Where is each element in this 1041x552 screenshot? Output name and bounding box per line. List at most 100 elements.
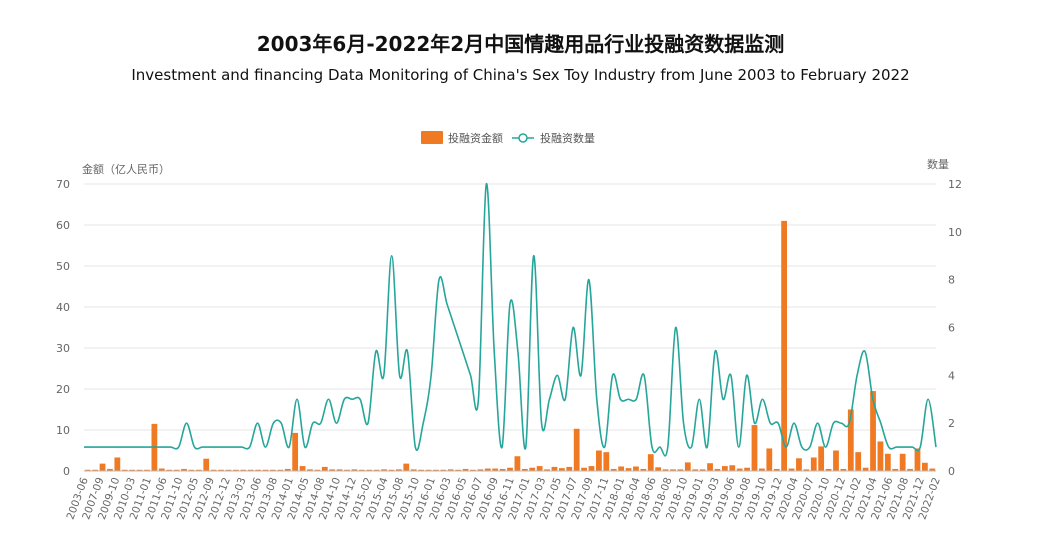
bar <box>225 469 232 471</box>
y-tick-left-label: 20 <box>56 383 70 396</box>
bar <box>262 469 269 471</box>
bar <box>507 467 513 471</box>
bar <box>218 469 224 471</box>
bar <box>855 452 862 471</box>
bar <box>603 452 610 471</box>
bar <box>929 468 936 471</box>
bar <box>803 469 810 471</box>
bar <box>862 467 869 471</box>
bar <box>477 469 484 471</box>
line-series <box>83 183 937 457</box>
bar <box>181 468 187 471</box>
bar <box>721 466 728 471</box>
bar <box>773 468 780 471</box>
bar <box>736 468 743 471</box>
bar <box>158 468 165 471</box>
bar <box>114 457 121 471</box>
bar <box>921 462 928 471</box>
bar <box>581 467 587 471</box>
y-tick-left-label: 60 <box>56 219 70 232</box>
bar <box>144 469 150 471</box>
bar <box>588 466 595 471</box>
chart-subtitle: Investment and financing Data Monitoring… <box>131 66 910 84</box>
bar <box>899 453 906 471</box>
bar <box>425 469 432 471</box>
bar <box>173 469 180 471</box>
bar <box>307 469 313 471</box>
bar <box>92 469 99 471</box>
bar <box>373 469 380 471</box>
bar <box>714 468 721 471</box>
bar <box>395 469 402 471</box>
y-tick-left-label: 50 <box>56 260 70 273</box>
bar <box>692 469 699 471</box>
bar <box>684 462 691 471</box>
bar <box>633 466 639 471</box>
bar <box>610 468 617 471</box>
bar <box>455 469 462 471</box>
chart-title: 2003年6月-2022年2月中国情趣用品行业投融资数据监测 <box>256 32 785 56</box>
bar <box>884 453 891 471</box>
bar <box>336 469 343 471</box>
y-tick-right-label: 0 <box>948 465 955 478</box>
bar <box>558 468 565 471</box>
bar <box>84 469 91 471</box>
bar <box>381 469 387 471</box>
legend-line-marker <box>518 133 528 143</box>
bar <box>647 454 654 471</box>
bar <box>240 469 247 471</box>
bar <box>107 468 113 471</box>
bar <box>662 469 669 471</box>
bar <box>210 469 217 471</box>
bar <box>544 469 550 471</box>
bar <box>188 469 195 471</box>
y-tick-left-label: 40 <box>56 301 70 314</box>
bar <box>825 468 832 471</box>
bar <box>255 469 261 471</box>
bar <box>492 468 499 471</box>
legend: 投融资金额 投融资数量 <box>421 131 595 145</box>
bar <box>707 463 713 471</box>
bar <box>270 469 276 471</box>
bar <box>403 463 410 471</box>
bar <box>914 448 921 471</box>
bar <box>566 466 573 471</box>
bar <box>670 469 676 471</box>
bar <box>536 466 543 471</box>
bar <box>136 469 143 471</box>
y-tick-right-label: 6 <box>948 322 955 335</box>
count-line <box>83 183 937 457</box>
bar <box>699 469 706 471</box>
y-tick-left-label: 0 <box>63 465 70 478</box>
bar <box>818 446 825 471</box>
bar <box>366 469 373 471</box>
bar <box>729 465 736 471</box>
bar <box>410 469 417 471</box>
bar <box>499 468 506 471</box>
y-tick-right-label: 10 <box>948 226 962 239</box>
bar <box>321 466 328 471</box>
y-tick-left-label: 70 <box>56 178 70 191</box>
y-tick-right-label: 4 <box>948 369 955 382</box>
bar <box>877 441 884 471</box>
bar-series <box>84 220 936 471</box>
bar <box>329 469 336 471</box>
bar <box>907 468 913 471</box>
bar <box>833 450 839 471</box>
bar <box>840 468 847 471</box>
bar <box>388 469 395 471</box>
bar <box>744 467 750 471</box>
bar <box>781 220 788 471</box>
bar <box>99 463 106 471</box>
bar <box>847 409 854 471</box>
bar <box>810 457 817 471</box>
bar <box>440 469 447 471</box>
bar <box>551 466 558 471</box>
bar <box>759 468 765 471</box>
bar <box>766 448 773 471</box>
bar <box>870 391 876 471</box>
bar <box>284 468 291 471</box>
bar <box>596 450 602 471</box>
bar <box>418 469 424 471</box>
